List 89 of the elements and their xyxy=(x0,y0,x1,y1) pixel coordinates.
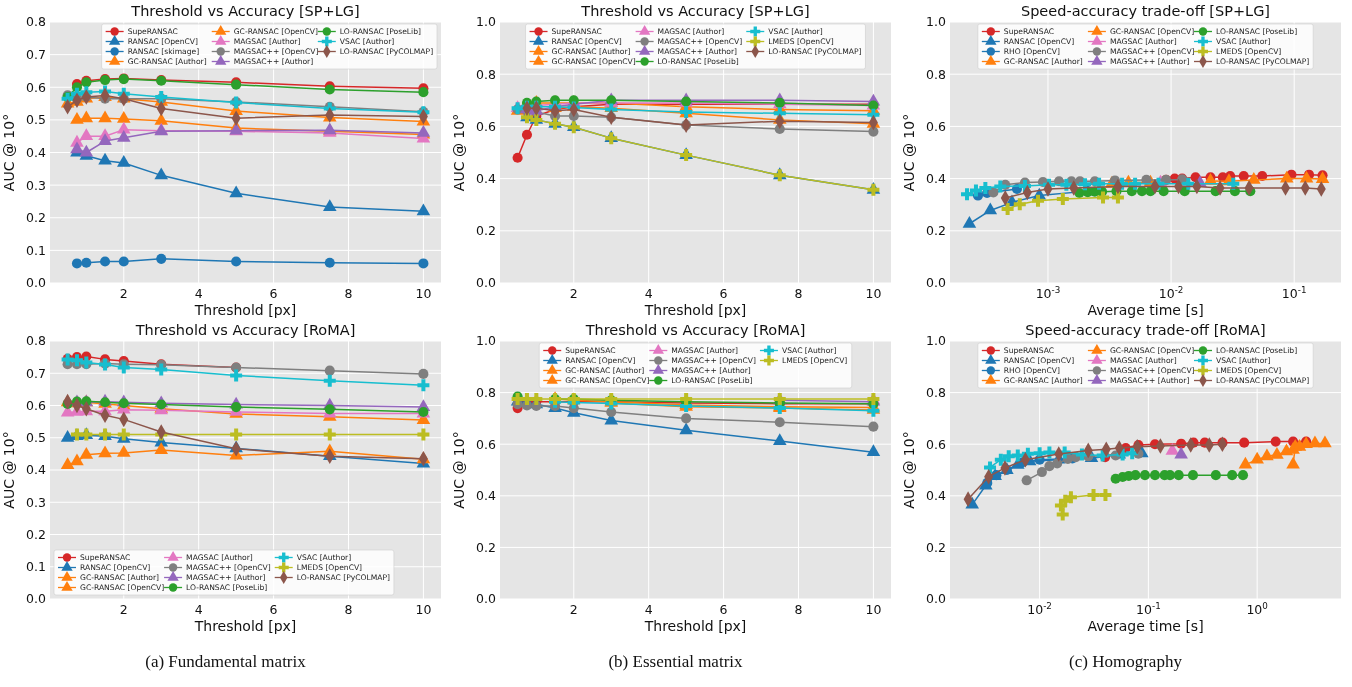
y-tick-label: 0.6 xyxy=(926,436,947,452)
x-tick-label: 10 xyxy=(865,602,882,617)
x-tick-label: 10$^{-3}$ xyxy=(1035,285,1061,301)
y-tick-label: 0.6 xyxy=(476,118,497,134)
y-tick-label: 1.0 xyxy=(476,333,497,349)
x-axis-title: Threshold [px] xyxy=(643,302,747,318)
y-axis-title: AUC @ 10° xyxy=(451,431,467,509)
y-tick-label: 0.0 xyxy=(26,591,47,607)
y-tick-label: 1.0 xyxy=(476,14,497,30)
x-tick-label: 10$^{-1}$ xyxy=(1136,601,1161,617)
x-axis-title: Threshold [px] xyxy=(193,618,297,634)
y-tick-label: 0.0 xyxy=(926,591,947,607)
y-tick-label: 0.3 xyxy=(26,494,46,510)
y-axis-title: AUC @ 10° xyxy=(451,113,467,192)
y-tick-label: 0.2 xyxy=(476,223,496,239)
x-tick-label: 10 xyxy=(865,286,882,301)
y-tick-label: 0.5 xyxy=(26,430,46,446)
y-axis-title: AUC @ 10° xyxy=(901,431,917,509)
y-tick-label: 0.2 xyxy=(926,223,946,239)
chart-title: Speed-accuracy trade-off [RoMA] xyxy=(1025,322,1266,338)
chart-title: Threshold vs Accuracy [SP+LG] xyxy=(580,3,810,19)
y-tick-label: 0.8 xyxy=(26,14,47,30)
y-tick-label: 0.6 xyxy=(26,79,47,95)
text: (c) Homography xyxy=(1069,652,1183,671)
y-tick-label: 0.8 xyxy=(926,66,947,82)
y-tick-label: 0.2 xyxy=(476,539,496,555)
y-tick-label: 1.0 xyxy=(926,14,947,30)
y-tick-label: 0.8 xyxy=(476,66,497,82)
chart-title: Threshold vs Accuracy [RoMA] xyxy=(584,322,806,338)
x-tick-label: 4 xyxy=(194,286,203,301)
x-tick-label: 10$^{0}$ xyxy=(1246,601,1268,617)
y-tick-label: 0.6 xyxy=(476,436,497,452)
y-tick-label: 0.3 xyxy=(26,177,46,193)
y-tick-label: 0.1 xyxy=(26,559,46,575)
x-axis-title: Average time [s] xyxy=(1087,302,1204,318)
x-axis-title: Average time [s] xyxy=(1087,618,1204,634)
y-tick-label: 0.6 xyxy=(26,397,47,413)
x-tick-label: 10$^{-2}$ xyxy=(1027,601,1052,617)
y-tick-label: 0.0 xyxy=(26,275,47,291)
x-tick-label: 10$^{-1}$ xyxy=(1281,285,1307,301)
chart-title: Threshold vs Accuracy [SP+LG] xyxy=(130,3,360,19)
x-tick-label: 2 xyxy=(119,286,128,301)
x-tick-label: 6 xyxy=(719,602,728,617)
x-axis-title: Threshold [px] xyxy=(643,618,747,634)
y-tick-label: 0.4 xyxy=(26,144,47,160)
y-axis-title: AUC @ 10° xyxy=(1,113,17,192)
x-tick-label: 4 xyxy=(644,286,653,301)
chart-title: Speed-accuracy trade-off [SP+LG] xyxy=(1020,3,1271,19)
y-tick-label: 0.2 xyxy=(26,526,46,542)
y-tick-label: 0.2 xyxy=(26,210,46,226)
x-axis-title: Threshold [px] xyxy=(193,302,297,318)
x-tick-label: 2 xyxy=(119,602,128,617)
chart-title: Threshold vs Accuracy [RoMA] xyxy=(134,322,356,338)
x-tick-label: 8 xyxy=(794,286,803,301)
y-tick-label: 0.7 xyxy=(26,47,46,62)
x-tick-label: 4 xyxy=(644,602,653,617)
x-tick-label: 6 xyxy=(719,286,728,301)
x-tick-label: 6 xyxy=(269,602,278,617)
y-tick-label: 0.0 xyxy=(476,591,497,607)
y-tick-label: 0.4 xyxy=(926,170,947,186)
y-axis-title: AUC @ 10° xyxy=(901,113,917,192)
y-tick-label: 0.4 xyxy=(926,488,947,504)
y-tick-label: 1.0 xyxy=(926,333,947,349)
y-tick-label: 0.7 xyxy=(26,365,46,381)
x-tick-label: 8 xyxy=(344,286,353,301)
y-tick-label: 0.8 xyxy=(476,384,497,400)
x-tick-label: 6 xyxy=(269,286,278,301)
y-tick-label: 0.0 xyxy=(926,275,947,291)
y-tick-label: 0.4 xyxy=(26,462,47,478)
text: (b) Essential matrix xyxy=(608,652,744,671)
y-tick-label: 0.0 xyxy=(476,275,497,291)
x-tick-label: 10 xyxy=(415,286,432,301)
x-tick-label: 2 xyxy=(569,286,578,301)
y-tick-label: 0.4 xyxy=(476,170,497,186)
x-tick-label: 8 xyxy=(344,602,353,617)
y-tick-label: 0.2 xyxy=(926,539,946,555)
x-tick-label: 10$^{-2}$ xyxy=(1158,285,1184,301)
y-tick-label: 0.4 xyxy=(476,488,497,504)
x-tick-label: 2 xyxy=(569,602,578,617)
y-tick-label: 0.6 xyxy=(926,118,947,134)
y-tick-label: 0.8 xyxy=(926,384,947,400)
text: (a) Fundamental matrix xyxy=(145,652,307,671)
y-tick-label: 0.5 xyxy=(26,112,46,128)
x-tick-label: 8 xyxy=(794,602,803,617)
y-tick-label: 0.1 xyxy=(26,242,46,258)
y-axis-title: AUC @ 10° xyxy=(1,431,17,509)
y-tick-label: 0.8 xyxy=(26,333,47,349)
x-tick-label: 10 xyxy=(415,602,432,617)
x-tick-label: 4 xyxy=(194,602,203,617)
